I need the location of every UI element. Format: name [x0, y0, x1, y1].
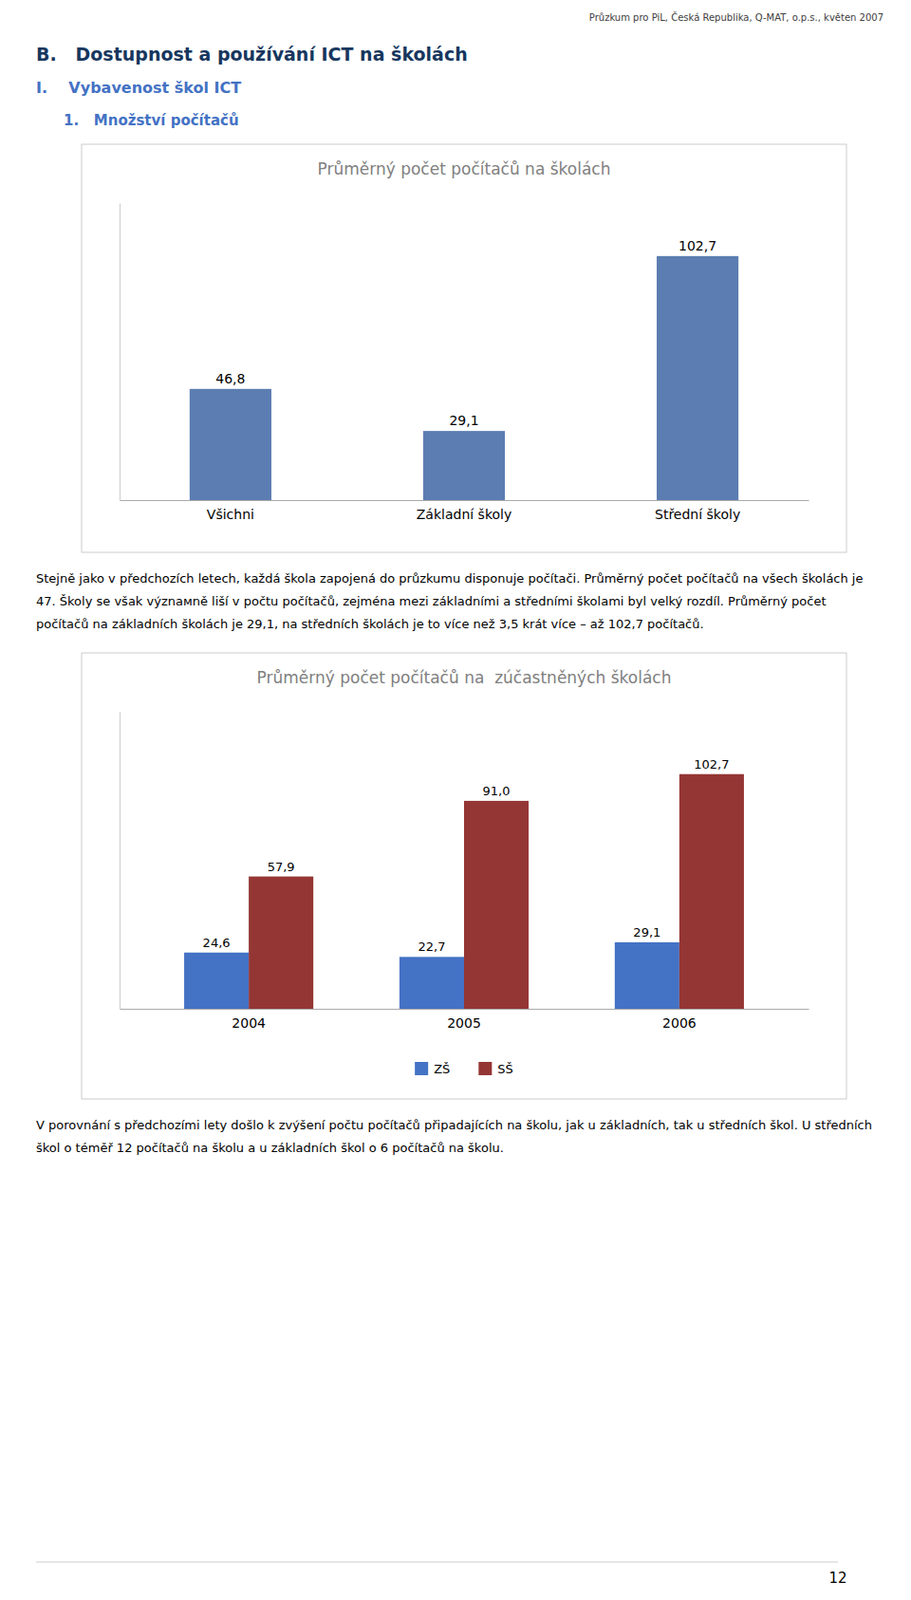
- page: Průzkum pro PiL, Česká Republika, Q-MAT,…: [0, 0, 911, 1600]
- data-label: 91,0: [483, 783, 511, 799]
- chart-frame: [81, 144, 847, 553]
- data-label: 22,7: [417, 939, 446, 954]
- heading: B. Dostupnost a používání ICT na školách: [36, 43, 468, 65]
- x-tick-label: Všichni: [206, 506, 255, 522]
- data-label: 102,7: [693, 757, 729, 772]
- data-label: 102,7: [678, 238, 717, 254]
- legend-label: SŠ: [497, 1061, 514, 1077]
- bar: [189, 389, 272, 501]
- data-label: 24,6: [203, 935, 231, 950]
- bar: [399, 956, 465, 1009]
- plot: 46,8 29,1 102,7 Všichni Základní školy Středn…: [120, 204, 810, 522]
- heading: I. Vybavenost škol ICT: [36, 78, 242, 97]
- x-axis-line: [120, 500, 810, 502]
- x-axis: Všichni Základní školy Střední školy: [120, 501, 810, 522]
- x-tick-label: Střední školy: [654, 506, 741, 522]
- y-axis-line: [119, 712, 121, 1010]
- bar: [679, 774, 744, 1009]
- x-tick-label: 2006: [662, 1015, 697, 1031]
- data-label: 57,9: [267, 859, 296, 874]
- x-tick-label: 2004: [231, 1015, 266, 1031]
- legend: ZŠ SŠ: [414, 1061, 514, 1077]
- divider: [36, 1561, 838, 1563]
- data-label: 46,8: [215, 371, 245, 387]
- legend-item: SŠ: [478, 1061, 514, 1077]
- x-tick: 2004: [231, 1015, 266, 1031]
- data-label: 29,1: [632, 925, 661, 940]
- x-tick-label: 2005: [446, 1015, 482, 1031]
- x-tick-label: Základní školy: [416, 506, 513, 522]
- page-number: 12: [828, 1569, 847, 1587]
- legend-item: ZŠ: [414, 1061, 450, 1077]
- chart-frame: [81, 652, 847, 1099]
- paragraph-line: škol o téměř 12 počítačů na školu a u zá…: [36, 1140, 504, 1155]
- bar: [614, 942, 680, 1009]
- chart-title: Průměrný počet počítačů na školách: [317, 159, 612, 179]
- paragraph-line: 47. Školy se však význамně liší v počtu …: [36, 594, 827, 609]
- bar: [248, 876, 314, 1009]
- paragraph: V porovnání s předchozími lety došlo k z…: [36, 1117, 873, 1155]
- x-tick: 2006: [662, 1015, 697, 1031]
- plot: 24,6 22,7 29,1 57,9 91,0 102,7 2004 2005 2006: [120, 712, 810, 1031]
- heading: 1. Množství počítačů: [63, 111, 240, 130]
- y-axis: [119, 712, 121, 1010]
- paragraph-line: počítačů na základních školách je 29,1, …: [36, 616, 705, 632]
- paragraph-line: Stejně jako v předchozích letech, každá …: [36, 571, 863, 586]
- x-tick: Střední školy: [654, 506, 741, 522]
- legend-label: ZŠ: [433, 1061, 450, 1077]
- x-tick: Základní školy: [416, 506, 513, 522]
- y-axis-line: [119, 204, 121, 502]
- bars: [189, 256, 739, 501]
- y-axis: [119, 204, 121, 502]
- bar: [423, 430, 505, 501]
- data-labels: 46,8 29,1 102,7: [215, 238, 717, 428]
- paragraph-line: V porovnání s předchozími lety došlo k z…: [36, 1117, 873, 1133]
- x-axis: 2004 2005 2006: [120, 1009, 810, 1031]
- bar: [184, 952, 249, 1009]
- legend-swatch: [414, 1061, 428, 1076]
- legend-swatch: [478, 1061, 492, 1076]
- chart-title: Průměrný počet počítačů na zúčastněných …: [257, 668, 672, 688]
- data-labels: 24,6 22,7 29,1 57,9 91,0 102,7: [203, 757, 730, 955]
- page-title: Průzkum pro PiL, Česká Republika, Q-MAT,…: [589, 11, 884, 23]
- bars: [184, 774, 744, 1009]
- data-label: 29,1: [448, 412, 479, 428]
- x-tick: 2005: [446, 1015, 482, 1031]
- bar: [656, 256, 739, 501]
- bar: [464, 800, 529, 1009]
- paragraph: Stejně jako v předchozích letech, každá …: [36, 571, 863, 632]
- x-tick: Všichni: [206, 506, 255, 522]
- x-axis-line: [120, 1008, 810, 1010]
